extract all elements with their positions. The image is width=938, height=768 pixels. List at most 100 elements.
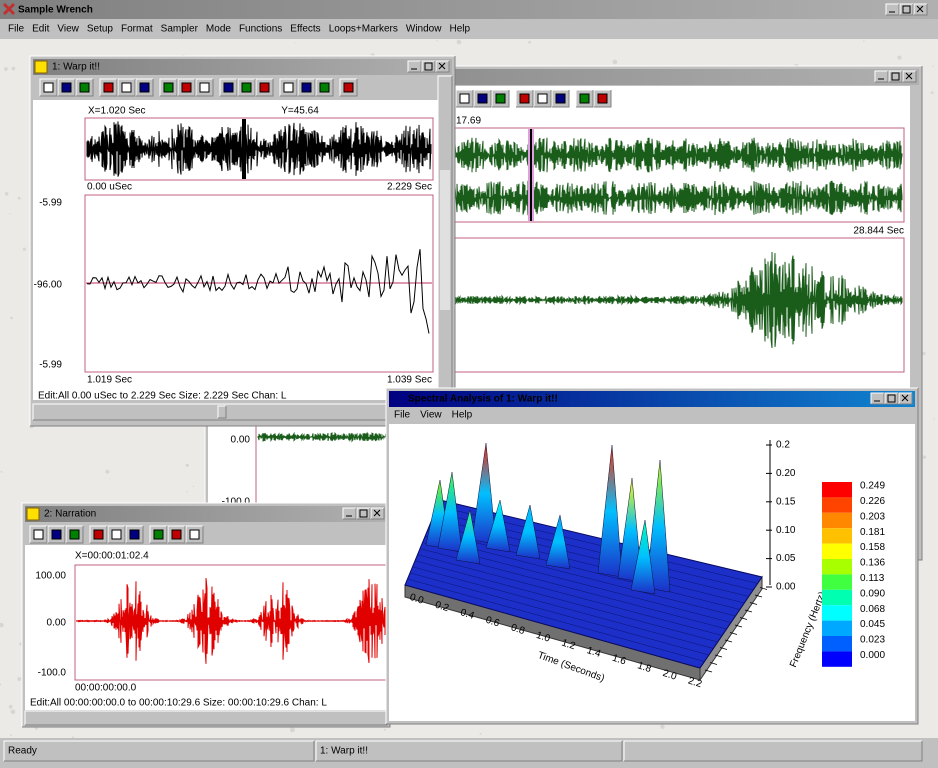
window-min-button-edge: [407, 60, 421, 72]
label: 0.00 uSec: [87, 182, 132, 193]
window-close-button-shadow: [899, 393, 913, 405]
label: -100.0: [38, 668, 67, 679]
menu-item[interactable]: Mode: [206, 24, 231, 35]
window-spectral-edge: [385, 387, 918, 724]
menu-item[interactable]: Effects: [290, 24, 320, 35]
toolbar-button-edge: [297, 78, 315, 96]
window-min-button[interactable]: [871, 393, 884, 404]
legend-swatch: [822, 574, 852, 590]
legend-swatch: [822, 620, 852, 636]
menu-item[interactable]: View: [57, 24, 79, 35]
toolbar-button-edge: [39, 78, 57, 96]
menu-item[interactable]: Edit: [32, 24, 49, 35]
toolbar-button-shadow: [30, 526, 48, 544]
toolbar-button-shadow: [100, 79, 118, 97]
toolbar-glyph: [103, 82, 114, 93]
window-1-hthumb-edge: [217, 405, 226, 418]
menu-item[interactable]: Functions: [239, 24, 282, 35]
window-min-button[interactable]: [408, 61, 421, 72]
toolbar-button-edge: [107, 525, 125, 543]
surface-mesh: [412, 566, 714, 649]
legend-label: 0.023: [860, 635, 885, 646]
toolbar-glyph: [199, 82, 210, 93]
label: 2.229 Sec: [387, 182, 432, 193]
menu-item[interactable]: Format: [121, 24, 153, 35]
toolbar-glyph: [153, 529, 164, 540]
spectral-peak: [471, 442, 497, 545]
toolbar-button-shadow: [40, 79, 58, 97]
toolbar-glyph: [537, 93, 548, 104]
window-1-hthumb-shadow: [218, 406, 227, 419]
toolbar-button-shadow: [552, 90, 570, 108]
window-2-icon: [26, 507, 40, 521]
toolbar-button-edge: [47, 525, 65, 543]
window-min-button[interactable]: [886, 4, 899, 15]
spectral-peak: [545, 514, 571, 570]
window-max-button[interactable]: [885, 393, 898, 404]
texture: [8, 704, 13, 709]
toolbar-button-edge: [65, 525, 83, 543]
menu-item[interactable]: Window: [406, 24, 442, 35]
window-max-button[interactable]: [357, 508, 370, 519]
texture: [479, 732, 482, 735]
toolbar-glyph: [241, 82, 252, 93]
window-1-hthumb[interactable]: [218, 406, 226, 418]
menu-item[interactable]: Loops+Markers: [329, 24, 398, 35]
frequency-tick: [709, 662, 718, 665]
legend-label: 0.136: [860, 558, 885, 569]
menu-item[interactable]: Sampler: [161, 24, 199, 35]
amplitude-tick-label: 0.20: [776, 468, 796, 479]
menu-item[interactable]: File: [8, 24, 25, 35]
toolbar-button-shadow: [118, 79, 136, 97]
toolbar-button-edge: [125, 525, 143, 543]
legend-label: 0.226: [860, 496, 885, 507]
menu-item[interactable]: Help: [452, 410, 473, 421]
legend-label: 0.181: [860, 527, 885, 538]
toolbar-button-shadow: [126, 526, 144, 544]
label: 0.00: [231, 435, 251, 446]
toolbar-button-shadow: [168, 526, 186, 544]
surface-mesh: [409, 572, 709, 656]
time-tick-label: 0.4: [459, 607, 476, 622]
window-1-hscroll: [33, 404, 438, 420]
window-close-button-edge: [435, 60, 449, 72]
toolbar-glyph: [111, 529, 122, 540]
spectral-peak: [630, 519, 656, 595]
frequency-tick: [734, 624, 743, 628]
texture: [660, 724, 665, 729]
frequency-tick: [749, 602, 758, 605]
legend-label: 0.045: [860, 619, 885, 630]
menu-item[interactable]: File: [394, 410, 411, 421]
window-min-button[interactable]: [875, 71, 888, 82]
window-min-button[interactable]: [343, 508, 356, 519]
bg-cursor: [530, 129, 532, 221]
menu-item[interactable]: Help: [449, 24, 470, 35]
time-tick-label: 1.2: [560, 638, 577, 653]
window-title: 1: Warp it!!: [52, 62, 100, 73]
label: 28.844 Sec: [853, 226, 904, 237]
window-max-button[interactable]: [889, 71, 902, 82]
toolbar-glyph: [139, 82, 150, 93]
legend-swatch: [822, 497, 852, 513]
label: -96.00: [34, 280, 63, 291]
toolbar-button-edge: [177, 78, 195, 96]
frequency-tick: [719, 647, 728, 650]
status-pane-doc: [316, 741, 622, 761]
window-2-hscroll: [25, 711, 387, 725]
menu-item[interactable]: Setup: [87, 24, 114, 35]
window-max-button[interactable]: [900, 4, 913, 15]
toolbar-glyph: [301, 82, 312, 93]
bg-level-wave: [257, 431, 389, 443]
time-tick-label: 0.8: [509, 622, 526, 637]
spectral-peak: [485, 499, 511, 553]
spectral-peak: [645, 459, 671, 593]
menu-item[interactable]: View: [420, 410, 442, 421]
status-pane-doc-shadow: [316, 741, 623, 762]
toolbar-glyph: [43, 82, 54, 93]
amplitude-tick-label: 0.10: [776, 525, 796, 536]
close-glyph: [901, 394, 909, 402]
toolbar-button-edge: [117, 78, 135, 96]
surface-mesh: [427, 530, 740, 610]
window-max-button-shadow: [889, 71, 903, 83]
window-max-button[interactable]: [422, 61, 435, 72]
